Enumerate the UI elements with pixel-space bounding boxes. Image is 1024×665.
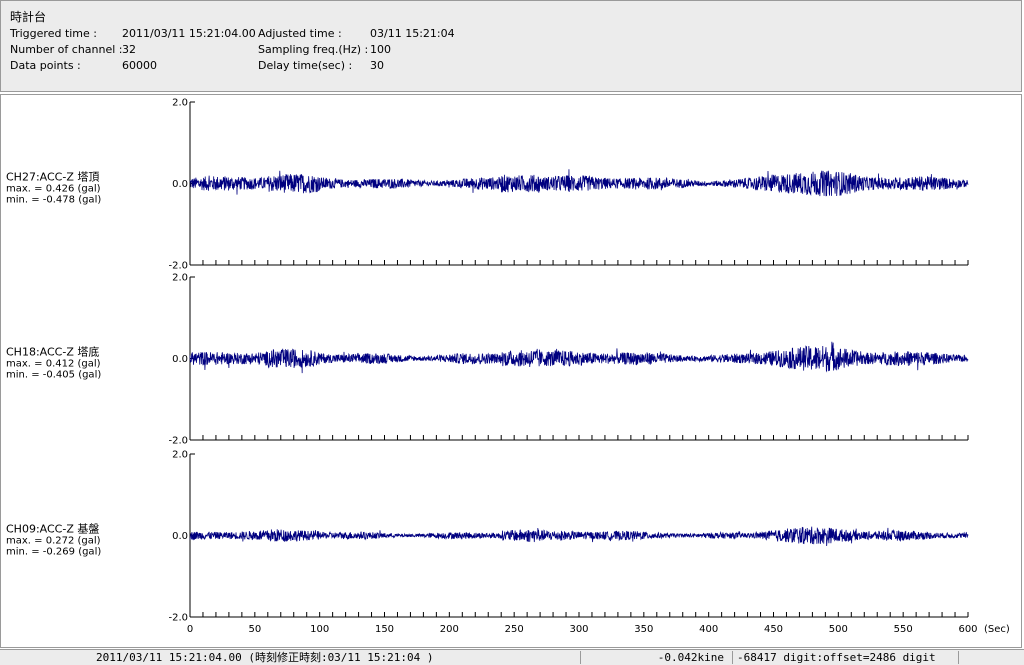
x-tick-label: 350 xyxy=(634,624,653,635)
channel-min: min. = -0.405 (gal) xyxy=(6,370,101,381)
channel-name: CH18:ACC-Z 塔底 xyxy=(6,345,99,359)
delay-time-label: Delay time(sec) : xyxy=(258,59,353,72)
x-tick-label: 450 xyxy=(764,624,783,635)
waveform-line xyxy=(189,341,969,374)
y-tick-label: -2.0 xyxy=(168,261,188,272)
station-title: 時計台 xyxy=(10,10,47,24)
channel-name: CH27:ACC-Z 塔頂 xyxy=(6,171,99,184)
x-tick-label: 550 xyxy=(894,624,913,635)
status-value: -0.042kine xyxy=(580,651,732,664)
triggered-time-value: 2011/03/11 15:21:04.00 xyxy=(122,27,256,40)
data-points-label: Data points : xyxy=(10,59,81,72)
channel-count-value: 32 xyxy=(122,43,136,56)
x-tick-label: 500 xyxy=(829,624,848,635)
y-tick-label: 0.0 xyxy=(172,354,188,365)
y-tick-label: -2.0 xyxy=(168,436,188,447)
x-axis-label: (Sec) xyxy=(984,624,1010,635)
waveform-plot-area[interactable]: 2.0 0.0 -2.0 CH27:ACC-Z 塔頂 max. = 0.426 (gal… xyxy=(0,94,1022,648)
waveform-line xyxy=(189,526,969,547)
x-tick-label: 200 xyxy=(440,624,459,635)
y-tick-label: 2.0 xyxy=(172,450,188,461)
x-tick-label: 250 xyxy=(505,624,524,635)
y-tick-label: 2.0 xyxy=(172,98,188,109)
x-tick-label: 50 xyxy=(248,624,261,635)
y-tick-label: 0.0 xyxy=(172,179,188,190)
y-tick-label: -2.0 xyxy=(168,613,188,624)
adjusted-time-value: 03/11 15:21:04 xyxy=(370,27,455,40)
adjusted-time-label: Adjusted time : xyxy=(258,27,342,40)
status-time: 2011/03/11 15:21:04.00 (時刻修正時刻:03/11 15:… xyxy=(96,651,434,664)
x-tick-label: 0 xyxy=(187,624,193,635)
channel-count-label: Number of channel : xyxy=(10,43,123,56)
x-tick-label: 600 xyxy=(958,624,977,635)
channel-name: CH09:ACC-Z 基盤 xyxy=(6,523,99,536)
status-digit: -68417 digit:offset=2486 digit xyxy=(732,651,958,664)
channel-min: min. = -0.478 (gal) xyxy=(6,195,101,206)
waveform-line xyxy=(189,169,969,197)
x-tick-label: 400 xyxy=(699,624,718,635)
x-tick-label: 150 xyxy=(375,624,394,635)
channel-max: max. = 0.272 (gal) xyxy=(6,536,101,547)
y-tick-label: 2.0 xyxy=(172,273,188,284)
x-tick-label: 300 xyxy=(569,624,588,635)
data-points-value: 60000 xyxy=(122,59,157,72)
status-bar: 2011/03/11 15:21:04.00 (時刻修正時刻:03/11 15:… xyxy=(0,649,1024,665)
triggered-time-label: Triggered time : xyxy=(10,27,97,40)
header-info-panel: 時計台 Triggered time : 2011/03/11 15:21:04… xyxy=(0,0,1022,92)
sampling-freq-value: 100 xyxy=(370,43,391,56)
channel-max: max. = 0.426 (gal) xyxy=(6,184,101,195)
status-extra xyxy=(958,651,1024,664)
y-tick-label: 0.0 xyxy=(172,531,188,542)
x-tick-label: 100 xyxy=(310,624,329,635)
channel-min: min. = -0.269 (gal) xyxy=(6,547,101,558)
channel-max: max. = 0.412 (gal) xyxy=(6,359,101,370)
delay-time-value: 30 xyxy=(370,59,384,72)
sampling-freq-label: Sampling freq.(Hz) : xyxy=(258,43,369,56)
